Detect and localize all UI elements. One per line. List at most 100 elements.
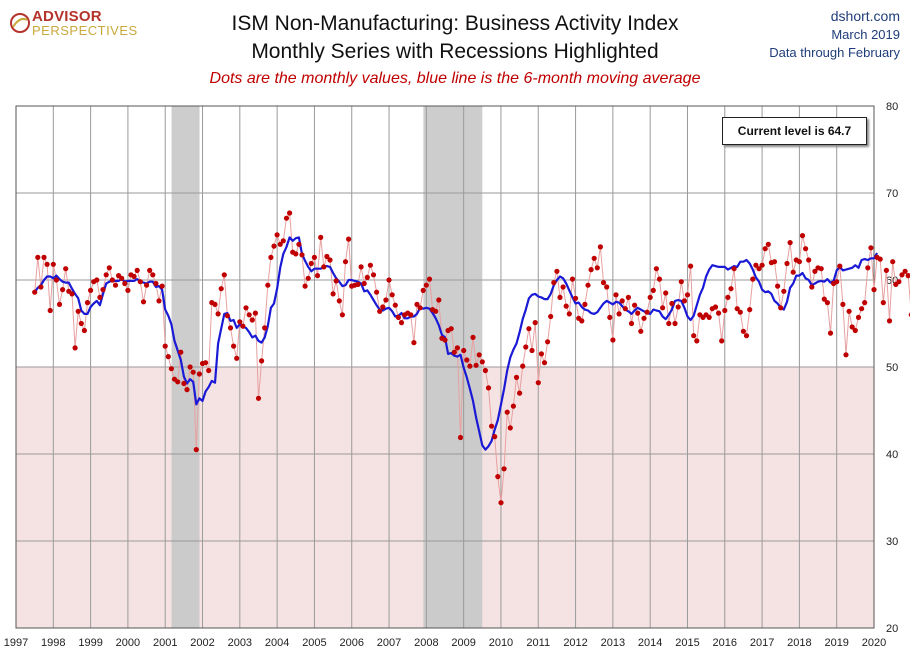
monthly-value-dot bbox=[716, 310, 722, 316]
monthly-value-dot bbox=[156, 298, 162, 304]
monthly-value-dot bbox=[855, 314, 862, 320]
x-tick-label: 2003 bbox=[228, 637, 252, 649]
chart-title: ISM Non-Manufacturing: Business Activity… bbox=[231, 12, 679, 35]
monthly-value-dot bbox=[259, 358, 265, 364]
monthly-value-dot bbox=[395, 314, 401, 320]
moving-average-line bbox=[33, 236, 879, 451]
monthly-value-dot bbox=[296, 241, 302, 247]
monthly-value-dot bbox=[318, 234, 324, 240]
monthly-value-dot bbox=[551, 280, 557, 286]
monthly-value-dot bbox=[896, 279, 902, 285]
monthly-value-dot bbox=[60, 287, 66, 293]
monthly-value-dot bbox=[756, 266, 762, 272]
monthly-value-dot bbox=[153, 280, 159, 287]
monthly-value-dot bbox=[573, 295, 579, 301]
x-tick-label: 2016 bbox=[713, 637, 737, 649]
monthly-value-dot bbox=[234, 355, 240, 361]
monthly-value-dot bbox=[339, 312, 345, 318]
source-site: dshort.com bbox=[830, 8, 900, 24]
chart-title-line2: Monthly Series with Recessions Highlight… bbox=[251, 40, 659, 63]
x-tick-label: 2017 bbox=[750, 637, 774, 649]
monthly-value-dot bbox=[314, 273, 321, 279]
monthly-value-dot bbox=[69, 291, 75, 297]
monthly-value-dot bbox=[398, 320, 405, 326]
monthly-value-dot bbox=[775, 283, 781, 289]
monthly-value-dot bbox=[588, 267, 594, 273]
monthly-value-dot bbox=[520, 363, 526, 369]
monthly-value-dot bbox=[501, 466, 507, 472]
monthly-value-dot bbox=[454, 345, 460, 351]
y-tick-label: 70 bbox=[886, 188, 898, 200]
monthly-value-dot bbox=[747, 307, 753, 313]
monthly-value-dot bbox=[868, 245, 874, 251]
monthly-value-dot bbox=[187, 364, 193, 370]
x-tick-label: 2014 bbox=[638, 637, 662, 649]
monthly-value-dot bbox=[545, 339, 551, 345]
x-tick-label: 2011 bbox=[526, 637, 550, 649]
monthly-value-dot bbox=[731, 266, 737, 272]
monthly-value-dot bbox=[451, 349, 457, 355]
monthly-value-dot bbox=[63, 266, 69, 272]
monthly-value-dot bbox=[507, 425, 513, 431]
monthly-value-dot bbox=[94, 277, 100, 283]
monthly-value-dot bbox=[377, 308, 383, 314]
advisor-perspectives-logo: ADVISOR PERSPECTIVES bbox=[6, 4, 146, 40]
monthly-value-dot bbox=[719, 338, 725, 344]
monthly-value-dot bbox=[743, 333, 750, 339]
monthly-value-dot bbox=[370, 272, 377, 278]
monthly-value-dot bbox=[162, 343, 168, 349]
monthly-value-dot bbox=[834, 279, 840, 285]
monthly-value-dot bbox=[899, 272, 905, 278]
monthly-value-dot bbox=[877, 256, 883, 262]
monthly-value-dot bbox=[184, 387, 190, 393]
x-tick-label: 2007 bbox=[377, 637, 401, 649]
y-tick-label: 20 bbox=[886, 623, 898, 635]
y-tick-label: 40 bbox=[886, 449, 898, 461]
monthly-value-dot bbox=[871, 287, 877, 293]
monthly-value-dot bbox=[880, 300, 886, 306]
monthly-value-dot bbox=[165, 354, 171, 360]
monthly-value-dot bbox=[255, 395, 262, 401]
monthly-value-dot bbox=[53, 277, 60, 283]
x-tick-label: 2010 bbox=[489, 637, 513, 649]
monthly-value-dot bbox=[464, 357, 470, 363]
logo-swoosh-icon bbox=[10, 13, 30, 33]
monthly-value-dot bbox=[883, 267, 890, 273]
monthly-value-dot bbox=[346, 236, 352, 242]
monthly-value-dot bbox=[781, 288, 787, 294]
monthly-value-dot bbox=[243, 305, 249, 311]
monthly-value-dot bbox=[109, 277, 115, 283]
monthly-value-dot bbox=[607, 314, 613, 320]
monthly-value-dot bbox=[563, 303, 569, 309]
monthly-value-dot bbox=[321, 264, 327, 270]
monthly-value-dot bbox=[809, 284, 815, 290]
monthly-value-dot bbox=[423, 282, 429, 288]
monthly-value-dot bbox=[849, 324, 855, 330]
monthly-value-dot bbox=[476, 352, 482, 358]
monthly-value-dot bbox=[470, 334, 476, 340]
monthly-value-dot bbox=[566, 311, 572, 317]
monthly-value-dot bbox=[489, 423, 495, 429]
monthly-value-dot bbox=[485, 385, 492, 391]
monthly-value-dot bbox=[523, 344, 529, 350]
monthly-value-dot bbox=[821, 296, 827, 302]
monthly-value-dot bbox=[604, 284, 610, 290]
monthly-value-dot bbox=[600, 280, 607, 286]
monthly-value-dot bbox=[442, 337, 448, 343]
monthly-value-dot bbox=[638, 328, 644, 334]
monthly-value-dot bbox=[737, 309, 743, 315]
monthly-value-dot bbox=[688, 263, 694, 269]
monthly-value-dot bbox=[778, 305, 784, 311]
x-tick-label: 1999 bbox=[78, 637, 102, 649]
monthly-value-dot bbox=[224, 313, 230, 319]
monthly-value-dot bbox=[740, 328, 747, 334]
monthly-value-dot bbox=[119, 275, 125, 281]
monthly-value-dot bbox=[78, 320, 84, 327]
monthly-value-dot bbox=[635, 310, 641, 316]
monthly-value-dot bbox=[886, 318, 893, 324]
monthly-value-dot bbox=[771, 259, 778, 265]
monthly-value-dot bbox=[426, 276, 433, 282]
x-tick-label: 2020 bbox=[862, 637, 886, 649]
monthly-value-dot bbox=[734, 306, 740, 312]
monthly-value-dot bbox=[44, 261, 50, 267]
